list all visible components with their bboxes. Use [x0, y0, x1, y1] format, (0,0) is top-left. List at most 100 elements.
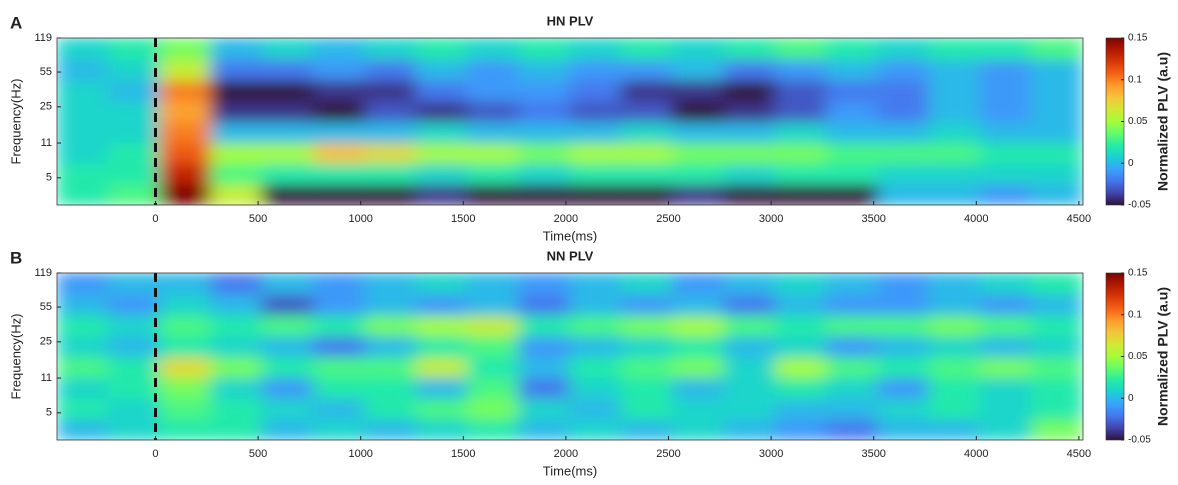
heat-cell [723, 79, 776, 102]
heat-cell [1031, 100, 1083, 123]
heat-cell [928, 58, 981, 81]
y-tick-label: 119 [34, 267, 52, 279]
heat-cell [57, 141, 109, 164]
heat-cell [928, 273, 981, 295]
heat-cell [569, 418, 622, 440]
heat-cell [210, 58, 263, 81]
heat-cell [107, 293, 161, 316]
heat-cell [877, 418, 930, 440]
heat-cell [928, 376, 981, 399]
colorbar-tick-label: 0.15 [1128, 268, 1148, 279]
heat-cell [518, 314, 571, 337]
heat-cell [979, 273, 1033, 295]
heat-cell [569, 397, 622, 420]
heat-cell [313, 183, 366, 205]
heat-cell [877, 100, 930, 123]
heat-cell [620, 100, 674, 123]
heat-cell [877, 293, 930, 316]
heat-cell [313, 376, 366, 399]
heat-cell [466, 418, 520, 440]
colorbar-tick-label: 0.1 [1128, 309, 1142, 320]
heat-cell [569, 356, 622, 378]
heat-cell [877, 314, 930, 337]
heat-cell [415, 418, 468, 440]
heat-cell [979, 58, 1033, 81]
heat-cell [877, 273, 930, 295]
heat-cell [979, 183, 1033, 205]
heat-cell [159, 183, 212, 205]
heat-cell [313, 418, 366, 440]
x-tick-label: 500 [249, 213, 267, 225]
heat-cell [261, 100, 314, 123]
x-tick-label: 2000 [554, 448, 578, 460]
y-tick-label: 119 [34, 32, 52, 44]
heat-cell [107, 376, 161, 399]
heat-cell [928, 183, 981, 205]
heat-cell [107, 58, 161, 81]
heat-cell [928, 79, 981, 102]
heat-cell [774, 162, 827, 185]
heat-cell [261, 183, 314, 205]
heatmap-cells [57, 273, 1083, 440]
heat-cell [57, 121, 109, 143]
heat-cell [1031, 183, 1083, 205]
heat-cell [159, 397, 212, 420]
heat-cell [107, 418, 161, 440]
heat-cell [620, 356, 674, 378]
x-tick-label: 2500 [656, 213, 680, 225]
heat-cell [57, 79, 109, 102]
heat-cell [774, 79, 827, 102]
heat-cell [210, 356, 263, 378]
heat-cell [57, 100, 109, 123]
heat-cell [313, 273, 366, 295]
heat-cell [261, 335, 314, 358]
heat-cell [466, 38, 520, 60]
heat-cell [877, 335, 930, 358]
heat-cell [928, 356, 981, 378]
colorbar-tick-label: 0.1 [1128, 74, 1142, 85]
heat-cell [723, 162, 776, 185]
heat-cell [620, 418, 674, 440]
heat-cell [364, 314, 417, 337]
heat-cell [826, 376, 879, 399]
y-tick-label: 25 [40, 336, 52, 348]
colorbar-label: Normalized PLV (a.u) [1155, 287, 1171, 426]
heat-cell [979, 314, 1033, 337]
heat-cell [620, 293, 674, 316]
heat-cell [569, 335, 622, 358]
heat-cell [415, 314, 468, 337]
heat-cell [569, 293, 622, 316]
heat-cell [466, 79, 520, 102]
heat-cell [672, 273, 725, 295]
heat-cell [723, 376, 776, 399]
heat-cell [107, 183, 161, 205]
heatmap [57, 38, 1083, 205]
y-tick-label: 11 [41, 372, 52, 384]
heat-cell [620, 38, 674, 60]
heat-cell [159, 376, 212, 399]
heat-cell [877, 38, 930, 60]
heat-cell [826, 314, 879, 337]
heat-cell [723, 314, 776, 337]
heat-cell [979, 162, 1033, 185]
y-axis-label: Frequency(Hz) [8, 79, 23, 165]
heat-cell [210, 38, 263, 60]
y-tick-label: 55 [40, 66, 52, 78]
heat-cell [415, 376, 468, 399]
heat-cell [723, 356, 776, 378]
heat-cell [620, 273, 674, 295]
heat-cell [979, 397, 1033, 420]
heat-cell [107, 314, 161, 337]
heat-cell [107, 38, 161, 60]
heat-cell [210, 273, 263, 295]
heat-cell [313, 121, 366, 143]
heat-cell [415, 141, 468, 164]
heat-cell [569, 141, 622, 164]
heat-cell [620, 141, 674, 164]
heat-cell [210, 335, 263, 358]
heat-cell [466, 58, 520, 81]
heat-cell [159, 58, 212, 81]
heat-cell [774, 141, 827, 164]
heat-cell [210, 314, 263, 337]
